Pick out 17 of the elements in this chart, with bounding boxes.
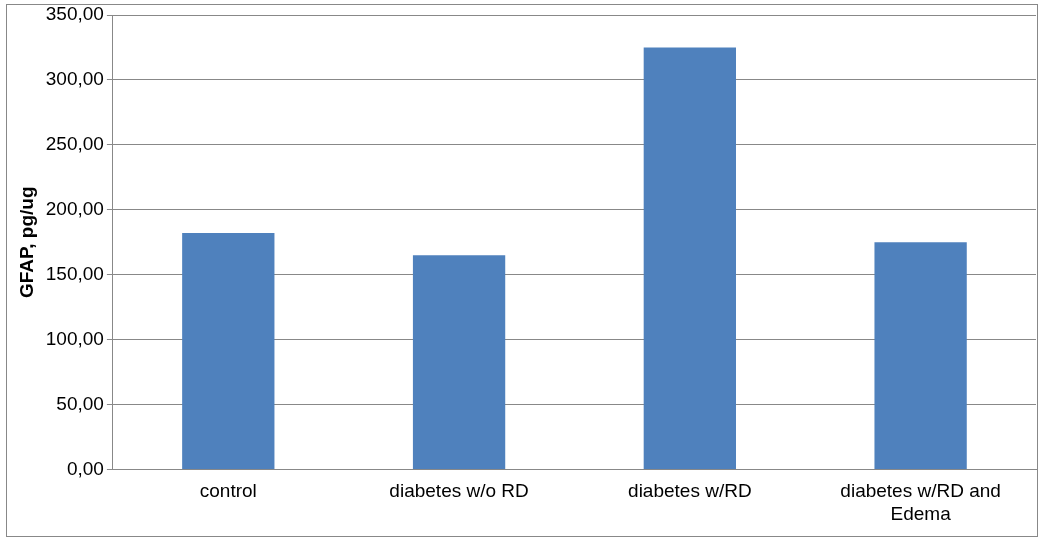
y-tick-label: 200,00 (45, 197, 104, 219)
x-tick-label: diabetes w/o RD (389, 480, 529, 502)
y-tick-label: 50,00 (56, 392, 104, 414)
x-tick-label: diabetes w/RD (628, 480, 752, 502)
x-tick-label: control (199, 480, 257, 502)
y-axis-title: GFAP, pg/ug (15, 186, 37, 298)
y-tick-label: 150,00 (45, 262, 104, 284)
bar (874, 242, 967, 469)
y-tick-label: 300,00 (45, 68, 104, 90)
x-tick-label: diabetes w/RD and Edema (840, 480, 1001, 524)
y-tick-label: 350,00 (45, 3, 104, 25)
bar (412, 255, 506, 469)
bar (182, 233, 275, 469)
y-tick-label: 250,00 (45, 133, 104, 155)
bar (643, 47, 736, 469)
y-tick-label: 0,00 (66, 457, 104, 479)
y-tick-label: 100,00 (45, 327, 104, 349)
